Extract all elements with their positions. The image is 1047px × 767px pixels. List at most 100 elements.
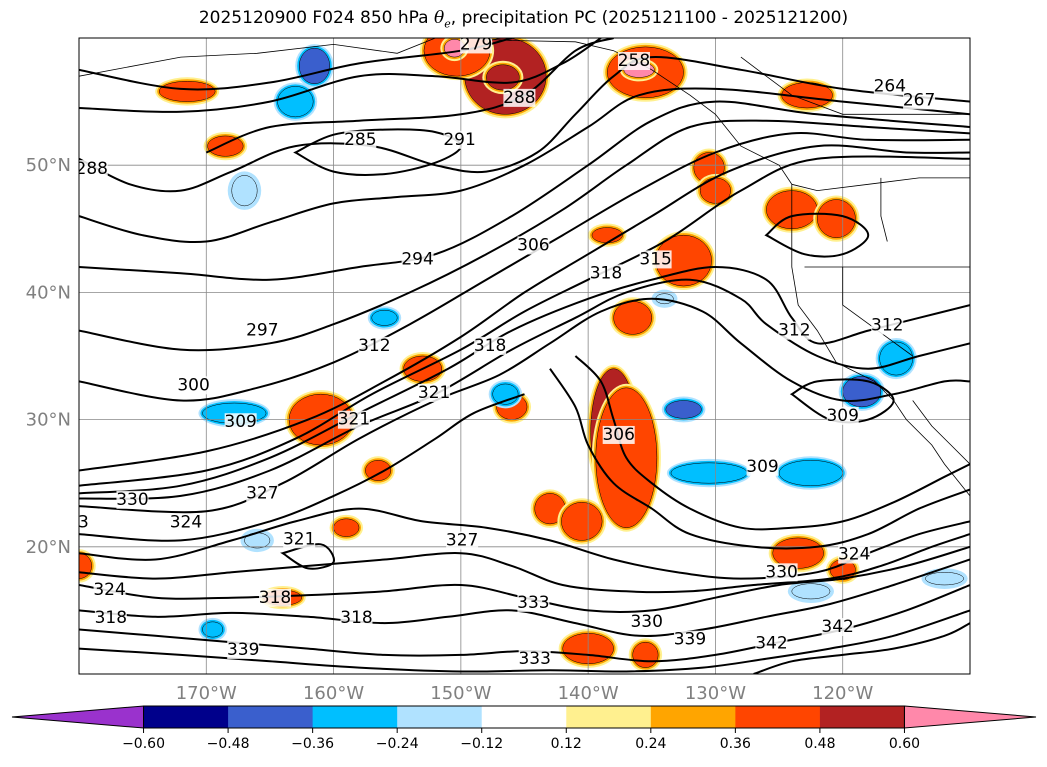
contour-label: 309 — [746, 457, 778, 477]
theta-e-contour-282 — [79, 38, 602, 113]
lon-tick-label: 170°W — [176, 683, 237, 704]
coastline — [842, 267, 913, 357]
title-prefix: 2025120900 F024 850 hPa — [198, 8, 434, 28]
contour-label: 285 — [344, 130, 376, 150]
contour-label-bg — [518, 649, 551, 668]
coastline — [79, 38, 436, 77]
contour-label-bg — [358, 336, 391, 355]
contour-label-bg — [765, 563, 798, 582]
contour-label-bg — [79, 160, 108, 179]
coastline — [912, 400, 970, 465]
title-suffix: , precipitation PC (2025121100 - 2025121… — [450, 8, 849, 28]
theta-e-contour-300 — [79, 132, 970, 402]
theta-e-contour-333 — [79, 558, 970, 637]
colorbar-segment — [735, 706, 821, 728]
colorbar-segment — [228, 706, 314, 728]
colorbar-tick-label: −0.36 — [291, 736, 334, 752]
contour-label: 306 — [602, 425, 634, 445]
precip-core — [925, 571, 964, 586]
theta-e-contour-339 — [79, 609, 970, 673]
contour-label: 339 — [674, 630, 706, 650]
theta-e-contour-327 — [79, 533, 970, 594]
colorbar-segment — [312, 706, 398, 728]
contour-label: 264 — [874, 76, 906, 96]
contour-label-bg — [227, 640, 260, 659]
contour-label: 258 — [618, 51, 650, 71]
precip-core — [333, 518, 360, 537]
precip-core — [298, 47, 331, 85]
contour-label-bg — [446, 531, 479, 550]
lon-tick-label: 120°W — [812, 683, 873, 704]
theta-subscript: e — [444, 17, 451, 31]
colorbar-tick-label: 0.12 — [551, 736, 582, 752]
contour-label: 297 — [246, 321, 278, 341]
precip-core — [371, 309, 398, 326]
contour-label-bg — [617, 51, 650, 70]
colorbar-tick-label: −0.60 — [122, 736, 165, 752]
theta-e-contour-324 — [79, 507, 970, 580]
colorbar-segment — [481, 706, 567, 728]
contour-label-bg — [116, 490, 149, 509]
contour-label-bg — [630, 612, 663, 631]
colorbar-tick-label: 0.24 — [635, 736, 666, 752]
contour-label-bg — [503, 88, 536, 107]
theta-e-contour-315 — [79, 278, 970, 500]
theta-e-contour-297 — [79, 119, 970, 352]
colorbar-segment — [566, 706, 652, 728]
contour-label: 288 — [503, 88, 535, 108]
precip-core — [207, 135, 244, 157]
contour-label: 291 — [443, 130, 475, 150]
colorbar-segment — [819, 706, 905, 728]
contour-label: 312 — [871, 316, 903, 336]
contour-label-bg — [340, 609, 373, 628]
contour-label: 294 — [401, 249, 433, 269]
contour-label-bg — [418, 383, 451, 402]
contour-label-bg — [838, 545, 871, 564]
plot-frame — [78, 37, 971, 675]
theta-e-contour-306 — [79, 144, 970, 472]
theta-e-contour-330 — [79, 545, 970, 613]
contour-label-bg — [673, 630, 706, 649]
contour-label-bg — [517, 236, 550, 255]
contour-label: 324 — [93, 580, 125, 600]
contour-label-bg — [283, 530, 316, 549]
contour-label-bg — [344, 130, 377, 149]
contour-label-bg — [169, 513, 202, 532]
lon-tick-label: 150°W — [430, 683, 491, 704]
contour-label: 339 — [227, 640, 259, 660]
colorbar-tick-label: −0.12 — [460, 736, 503, 752]
lat-tick-label: 50°N — [26, 155, 71, 176]
theta-symbol: θ — [434, 8, 445, 28]
precip-core — [665, 400, 702, 419]
coastline — [791, 177, 970, 192]
theta-e-contour-321 — [79, 393, 525, 542]
theta-e-contour-342 — [753, 622, 970, 674]
contour-label: 267 — [903, 90, 935, 110]
contour-label: 279 — [460, 34, 492, 54]
contour-label: 300 — [177, 375, 209, 395]
colorbar-segment — [143, 706, 229, 728]
contour-label-bg — [460, 38, 493, 54]
theta-e-contour-318 — [79, 297, 970, 514]
precip-core — [670, 462, 748, 484]
longitude-labels: 170°W 160°W 150°W 140°W 130°W 120°W — [176, 683, 874, 704]
contour-label: 330 — [116, 490, 148, 510]
theta-e-contour-312 — [79, 265, 970, 495]
colorbar-tick-label: 0.36 — [720, 736, 751, 752]
lat-tick-label: 30°N — [26, 410, 71, 431]
contour-label-bg — [517, 593, 550, 612]
lon-tick-label: 140°W — [558, 683, 619, 704]
contour-label-bg — [639, 250, 672, 269]
contour-label-bg — [778, 321, 811, 340]
contour-label-bg — [224, 413, 257, 432]
contour-label: 318 — [259, 588, 291, 608]
contour-label: 342 — [755, 634, 787, 654]
colorbar-segment — [397, 706, 483, 728]
contour-label-bg — [589, 264, 622, 283]
precip-core — [277, 86, 314, 118]
colorbar-under-extend — [11, 705, 145, 729]
contour-label: 330 — [630, 612, 662, 632]
chart-title: 2025120900 F024 850 hPa θe, precipitatio… — [0, 8, 1047, 30]
colorbar-segment — [650, 706, 736, 728]
